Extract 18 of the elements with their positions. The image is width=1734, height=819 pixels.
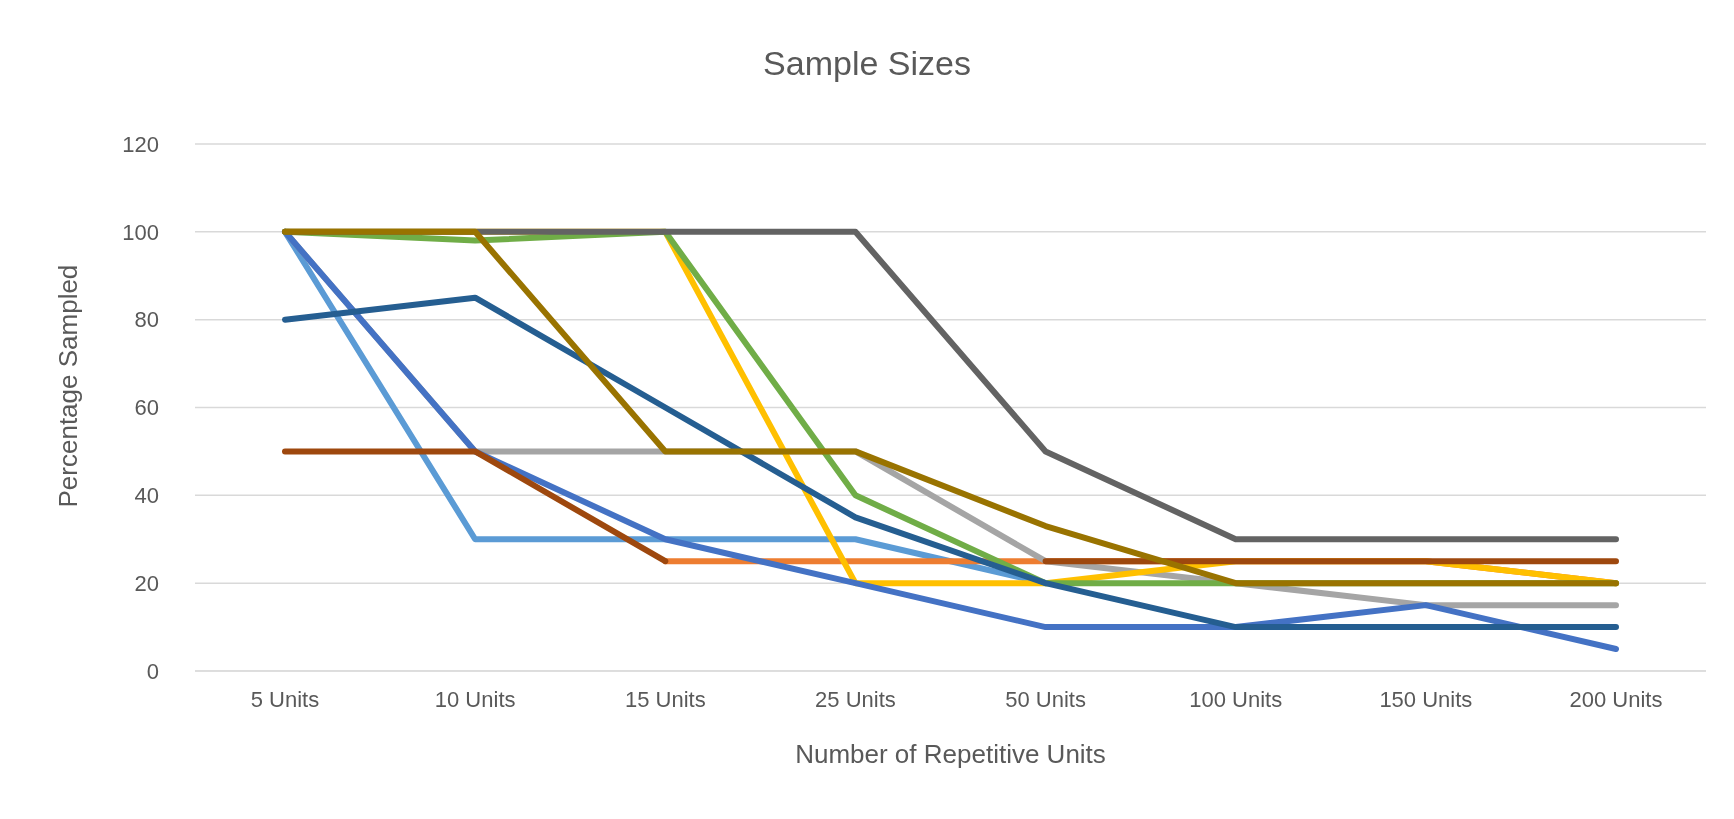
chart-title: Sample Sizes — [762, 44, 972, 83]
x-tick-label: 150 Units — [1379, 686, 1473, 712]
y-tick-label: 120 — [122, 131, 159, 157]
y-tick-label: 40 — [134, 483, 159, 509]
x-tick-label: 15 Units — [624, 686, 706, 712]
x-tick-label: 5 Units — [250, 686, 320, 712]
x-tick-label: 25 Units — [815, 686, 896, 712]
x-tick-label: 10 Units — [434, 686, 516, 712]
x-tick-label: 100 Units — [1189, 686, 1283, 712]
y-axis-title: Percentage Sampled — [53, 264, 84, 508]
x-tick-label: 50 Units — [1005, 686, 1086, 712]
y-tick-label: 60 — [134, 395, 159, 421]
y-tick-label: 0 — [146, 658, 159, 684]
x-tick-label: 200 Units — [1569, 686, 1663, 712]
y-tick-label: 100 — [122, 219, 159, 245]
y-tick-label: 20 — [134, 570, 159, 596]
y-tick-label: 80 — [134, 307, 159, 333]
x-axis-title: Number of Repetitive Units — [795, 739, 1106, 769]
